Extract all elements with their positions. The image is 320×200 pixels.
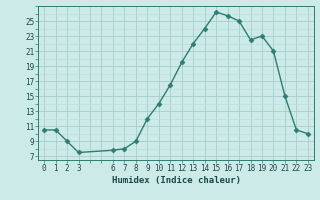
X-axis label: Humidex (Indice chaleur): Humidex (Indice chaleur) bbox=[111, 176, 241, 185]
